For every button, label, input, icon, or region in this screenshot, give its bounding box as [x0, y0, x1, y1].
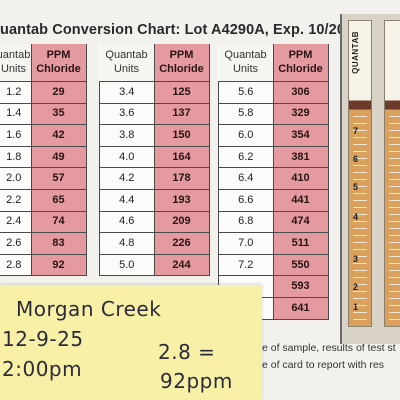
- quantab-units-header: Quantab Units: [99, 44, 154, 82]
- note-time: 2:00pm: [2, 357, 83, 381]
- table-row: 1.2 29: [0, 81, 87, 104]
- table-row: 5.6 306: [218, 81, 329, 104]
- note-date: 12-9-25: [2, 327, 84, 351]
- table-row: 6.0 354: [218, 124, 329, 147]
- ppm-chloride-header: PPM Chloride: [272, 44, 329, 82]
- table-row: 6.4 410: [218, 167, 329, 190]
- sticky-note: Morgan Creek 12-9-25 2:00pm 2.8 = 92ppm: [0, 285, 262, 400]
- table-row: 1.8 49: [0, 145, 87, 169]
- strip-scale-number: 6: [353, 154, 359, 164]
- table-row: 5.8 329: [218, 102, 329, 126]
- table-row: 1.4 35: [0, 102, 87, 126]
- quantab-units-header: uantab Units: [0, 44, 31, 82]
- table-row: 6.6 441: [218, 188, 329, 212]
- table-row: 2.8 92: [0, 253, 87, 277]
- strip-scale-number: 1: [353, 302, 359, 312]
- table-row: 2.6 83: [0, 232, 87, 255]
- strip-label: QUANTAB: [351, 31, 360, 74]
- conversion-table-3: Quantab Units PPM Chloride 5.6 306 5.8 329 6…: [218, 44, 329, 320]
- table-row: 3.8 150: [99, 124, 210, 147]
- table-row: 2.0 57: [0, 167, 87, 190]
- ppm-chloride-header: PPM Chloride: [153, 44, 210, 82]
- table-row: 4.2 178: [99, 167, 210, 190]
- table-row: 7.0 511: [218, 232, 329, 255]
- table-row: 4.8 226: [99, 232, 210, 255]
- table-row: 2.4 74: [0, 210, 87, 234]
- strip-scale-number: 5: [353, 182, 359, 192]
- conversion-table-1: uantab Units PPM Chloride 1.2 29 1.4 35 1.6 4…: [0, 44, 87, 277]
- table-row: 6.2 381: [218, 145, 329, 169]
- conversion-table-2: Quantab Units PPM Chloride 3.4 125 3.6 137 3…: [99, 44, 210, 277]
- table-row: 3.4 125: [99, 81, 210, 104]
- table-row: 4.4 193: [99, 188, 210, 212]
- strip-scale-number: 7: [353, 126, 359, 136]
- quantab-test-strip: [384, 20, 400, 327]
- note-result: 92ppm: [160, 369, 233, 393]
- table-row: 6.8 474: [218, 210, 329, 234]
- note-location: Morgan Creek: [16, 297, 162, 321]
- table-row: 7.2 550: [218, 253, 329, 277]
- table-row: 5.0 244: [99, 253, 210, 277]
- table-row: 3.6 137: [99, 102, 210, 126]
- strip-scale-number: 2: [353, 282, 359, 292]
- quantab-units-header: Quantab Units: [218, 44, 273, 82]
- table-row: 1.6 42: [0, 124, 87, 147]
- chart-title: uantab Conversion Chart: Lot A4290A, Exp…: [0, 22, 362, 38]
- note-reading: 2.8 =: [158, 340, 216, 364]
- table-row: 4.6 209: [99, 210, 210, 234]
- strip-scale-number: 3: [353, 254, 359, 264]
- table-row: 4.0 164: [99, 145, 210, 169]
- ppm-chloride-header: PPM Chloride: [30, 44, 87, 82]
- strip-scale-number: 4: [353, 212, 359, 222]
- card-footer-text: e of sample, results of test st e of car…: [262, 342, 396, 371]
- table-row: 2.2 65: [0, 188, 87, 212]
- quantab-test-strip: QUANTAB: [348, 20, 372, 327]
